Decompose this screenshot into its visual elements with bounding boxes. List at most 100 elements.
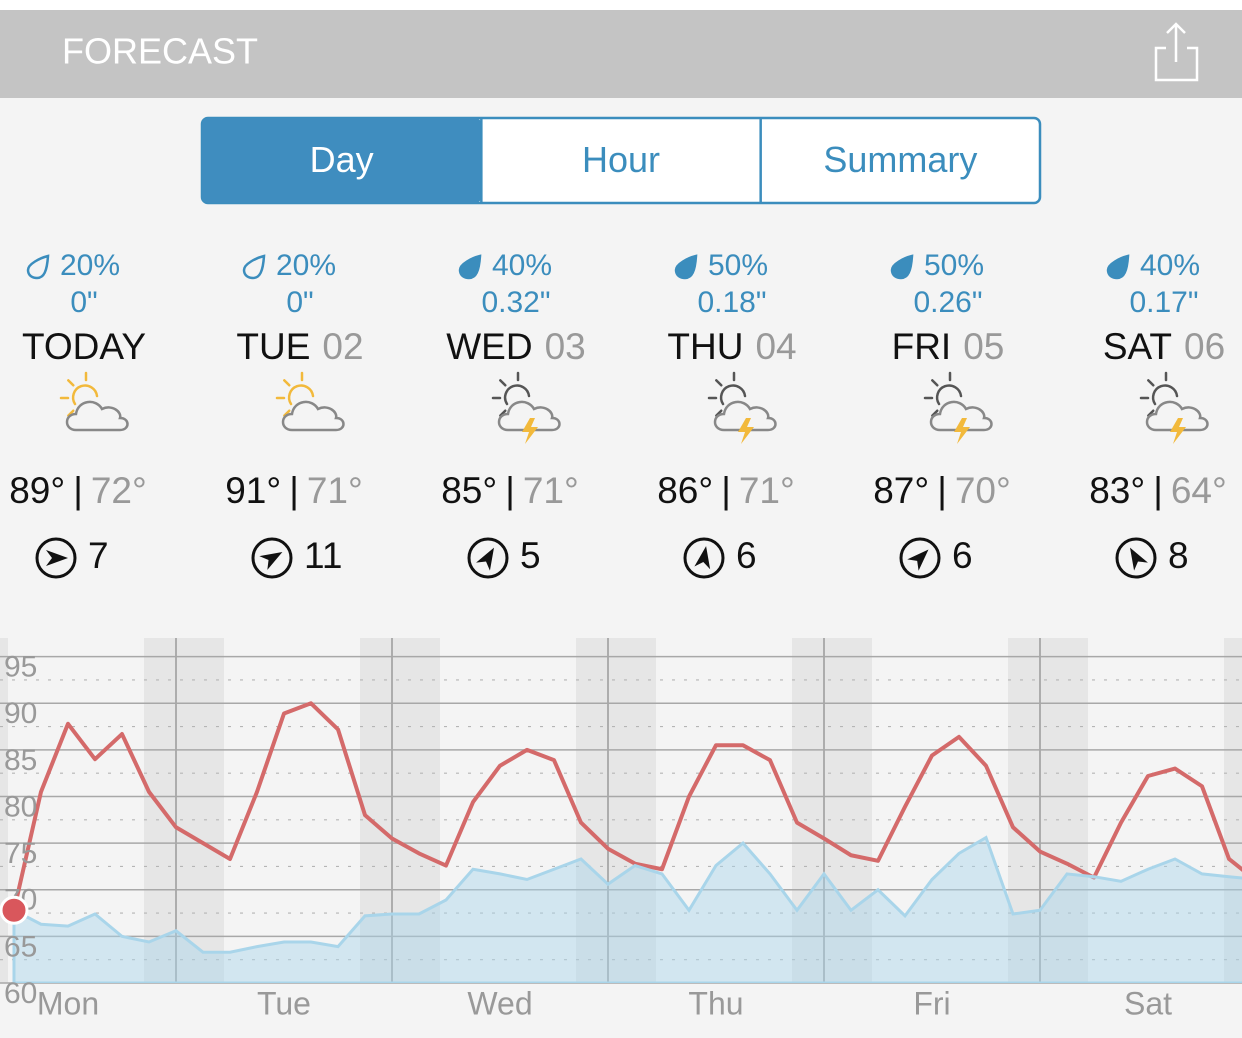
night-band [792,638,872,983]
wind-arrow [1130,547,1148,571]
tab-label: Summary [823,139,977,180]
precip-chance: 40% [1140,249,1200,282]
y-tick-label: 75 [4,837,37,870]
tab-active-bg [202,118,482,203]
y-tick-label: 65 [4,930,37,963]
day-label: SAT 06 [1103,326,1225,367]
night-band [0,638,8,983]
drop-icon [242,254,266,280]
day-column[interactable]: 40% 0.17" SAT 06 83° | 64° 8 [1089,249,1227,579]
high-temp: 83° [1089,470,1145,511]
day-label: TODAY [22,326,146,367]
weather-icon [59,371,129,432]
lightning [522,418,538,444]
tab-label: Day [310,139,374,180]
low-temp: 71° [739,470,795,511]
temperature-chart: 6065707580859095MonTueWedThuFriSat [0,638,1242,1021]
precip-chance: 50% [708,249,768,282]
header-title: FORECAST [62,31,258,72]
wind-arrow [259,552,283,570]
low-temp: 71° [307,470,363,511]
wind-circle [467,537,509,579]
tab[interactable]: Summary [759,118,978,203]
x-tick-label: Thu [688,985,743,1021]
wind-speed: 11 [304,535,342,576]
day-label: TUE 02 [236,326,363,367]
wind-arrow [46,550,68,566]
temps: 91° | 71° [225,470,363,511]
tab[interactable]: Day [202,118,482,203]
precip-chance: 40% [492,249,552,282]
low-temp: 72° [91,470,147,511]
wind-circle [251,537,293,579]
wind-arrow [476,547,494,571]
day-column[interactable]: 40% 0.32" WED 03 85° | 71° 5 [441,249,586,579]
temps: 89° | 72° [9,470,147,511]
y-tick-label: 80 [4,790,37,823]
drop-icon [674,254,698,280]
day-label: FRI 05 [892,326,1005,367]
day-date: 06 [1184,326,1225,367]
wind-circle [683,537,725,579]
day-date: 03 [545,326,586,367]
night-band [360,638,440,983]
high-temp: 89° [9,470,65,511]
day-label: WED 03 [446,326,585,367]
wind-icon [683,537,725,579]
sun-ray [931,379,939,387]
y-tick-label: 95 [4,651,37,684]
separator: | [1153,470,1163,511]
x-tick-label: Sat [1124,985,1172,1021]
sun [1151,384,1179,406]
drop-icon [458,254,482,280]
night-band [576,638,656,983]
weather-icon [1139,371,1209,444]
day-name: WED [446,326,532,367]
high-temp: 87° [873,470,929,511]
low-temp: 70° [955,470,1011,511]
sun-ray [499,379,507,387]
wind-speed: 6 [952,535,973,576]
lightning [738,418,754,444]
cloud [713,400,777,432]
drop-icon [26,254,50,280]
precip-amount: 0" [286,286,313,319]
day-name: SAT [1103,326,1172,367]
y-tick-label: 60 [4,977,37,1010]
drop-icon [890,254,914,280]
sun-ray [283,409,291,417]
sun-ray [283,379,291,387]
day-column[interactable]: 20% 0" TUE 02 91° | 71° 11 [225,249,364,579]
lightning [1170,418,1186,444]
sun-ray [715,379,723,387]
wind-circle [899,537,941,579]
day-column[interactable]: 20% 0" TODAY 89° | 72° 7 [9,249,147,579]
temps: 87° | 70° [873,470,1011,511]
day-column[interactable]: 50% 0.18" THU 04 86° | 71° 6 [657,249,797,579]
lightning [954,418,970,444]
current-marker [0,895,29,925]
night-band [144,638,224,983]
wind-speed: 8 [1168,535,1189,576]
x-tick-label: Wed [467,985,532,1021]
tab[interactable]: Hour [480,118,660,203]
sun-ray [1147,379,1155,387]
share-button[interactable] [1154,22,1199,82]
day-date: 04 [755,326,796,367]
cloud [929,400,993,432]
sun-ray [715,409,723,417]
precip-chance: 20% [276,249,336,282]
precip-amount: 0" [70,286,97,319]
low-temp: 71° [523,470,579,511]
temps: 83° | 64° [1089,470,1227,511]
separator: | [73,470,83,511]
wind-circle [1115,537,1157,579]
day-column[interactable]: 50% 0.26" FRI 05 87° | 70° 6 [873,249,1011,579]
precip-amount: 0.32" [481,286,550,319]
cloud [1145,400,1209,432]
sun [287,384,315,406]
high-temp: 85° [441,470,497,511]
